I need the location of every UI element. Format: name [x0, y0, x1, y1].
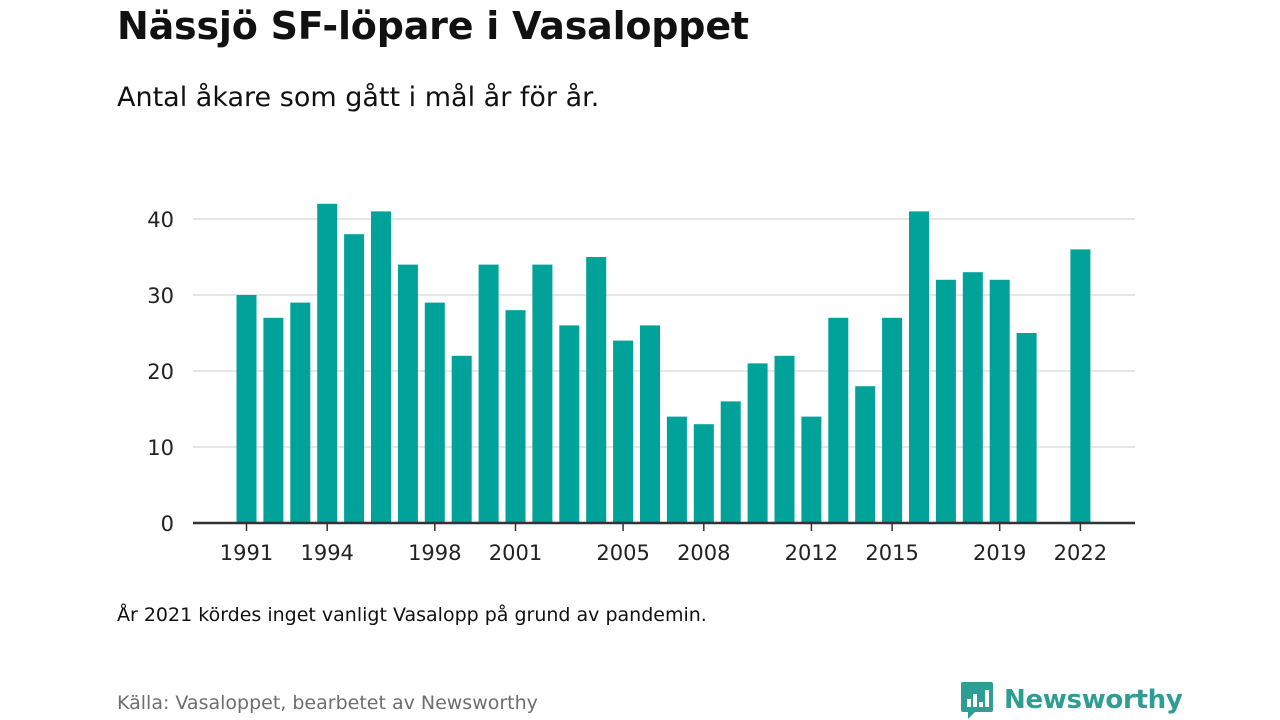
bar-chart: 0 10 20 30 40 1991 1994 1998 2001 2005 2008 2012 201…	[147, 203, 1135, 565]
x-tick-label: 1998	[408, 541, 461, 565]
bar-2011	[774, 355, 795, 523]
brand-name: Newsworthy	[1004, 685, 1183, 715]
chart-source: Källa: Vasaloppet, bearbetet av Newswort…	[117, 692, 538, 714]
bar-1999	[451, 355, 472, 523]
bar-1998	[424, 302, 445, 523]
bar-1994	[317, 203, 338, 524]
x-tick-label: 2001	[489, 541, 542, 565]
y-tick-label: 0	[161, 512, 174, 536]
bar-1996	[371, 211, 391, 523]
y-tick-label: 30	[147, 284, 174, 308]
bar-2010	[747, 363, 768, 523]
bar-2018	[962, 272, 983, 523]
bar-2022	[1070, 249, 1091, 523]
bar-2020	[1016, 333, 1037, 523]
bar-1993	[290, 302, 311, 523]
y-tick-label: 20	[147, 360, 174, 384]
bar-2012	[801, 416, 822, 523]
chart-subtitle: Antal åkare som gått i mål år för år.	[117, 82, 600, 113]
bar-1995	[344, 234, 365, 523]
bar-2004	[586, 257, 607, 523]
bar-1992	[263, 317, 284, 523]
y-tick-label: 40	[147, 208, 174, 232]
x-tick-label: 1994	[300, 541, 353, 565]
bar-2019	[989, 279, 1010, 523]
brand-logo: Newsworthy	[960, 680, 1183, 720]
x-tick-label: 2019	[973, 541, 1026, 565]
bar-2009	[720, 401, 741, 523]
bar-2001	[505, 310, 526, 523]
x-tick-label: 2015	[865, 541, 918, 565]
x-tick-label: 2012	[785, 541, 838, 565]
bar-1991	[236, 295, 257, 523]
newsworthy-logo-icon	[961, 682, 993, 719]
x-tick-label: 1991	[220, 541, 273, 565]
bar-2017	[935, 279, 956, 523]
bar-2003	[559, 325, 580, 523]
axes	[193, 521, 1135, 531]
x-tick-label: 2022	[1054, 541, 1107, 565]
tick-labels: 0 10 20 30 40 1991 1994 1998 2001 2005 2008 2012 201…	[147, 208, 1107, 565]
y-tick-label: 10	[147, 436, 174, 460]
bar-2014	[855, 386, 876, 523]
bar-2002	[532, 264, 553, 523]
chart-title: Nässjö SF-löpare i Vasaloppet	[117, 4, 749, 48]
bars	[236, 203, 1091, 524]
bar-2000	[478, 264, 499, 523]
bar-2006	[640, 325, 660, 523]
x-tick-label: 2005	[596, 541, 649, 565]
chart-note: År 2021 kördes inget vanligt Vasalopp på…	[117, 604, 707, 626]
bar-2008	[693, 424, 714, 523]
bar-2005	[613, 340, 634, 523]
bar-1997	[397, 264, 418, 523]
bar-2015	[882, 317, 903, 523]
x-tick-label: 2008	[677, 541, 730, 565]
bar-2016	[909, 211, 929, 523]
bar-2013	[828, 317, 849, 523]
bar-2007	[666, 416, 687, 523]
